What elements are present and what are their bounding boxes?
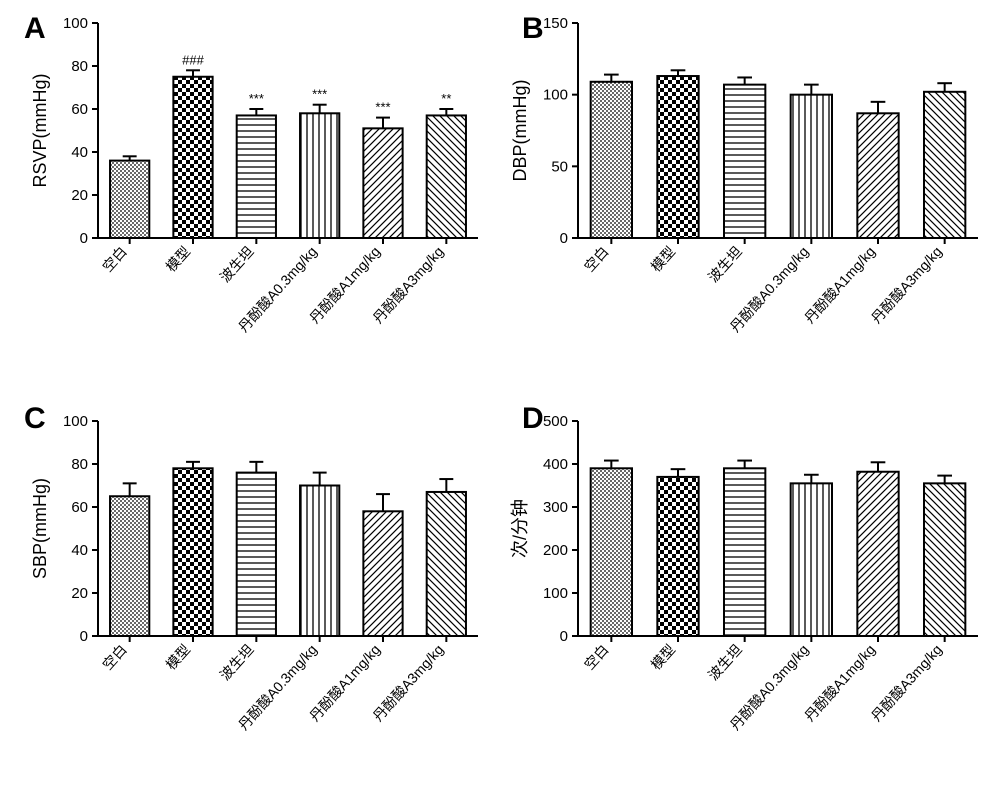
panel-label-A: A bbox=[24, 12, 46, 45]
bar bbox=[924, 92, 965, 238]
y-tick-label: 60 bbox=[71, 499, 88, 516]
panel-D: D0100200300400500次/分钟空白模型波生坦丹酚酸A0.3mg/kg… bbox=[508, 398, 988, 788]
significance-marker: *** bbox=[375, 100, 390, 115]
y-tick-label: 100 bbox=[543, 87, 568, 104]
y-tick-label: 100 bbox=[63, 15, 88, 32]
bar bbox=[427, 115, 466, 238]
bar bbox=[363, 128, 402, 238]
chart-D: D0100200300400500次/分钟空白模型波生坦丹酚酸A0.3mg/kg… bbox=[508, 398, 988, 788]
axes bbox=[98, 421, 478, 636]
x-tick-label: 空白 bbox=[99, 641, 130, 673]
bar bbox=[591, 468, 632, 636]
bar bbox=[657, 477, 698, 636]
y-tick-label: 80 bbox=[71, 58, 88, 75]
y-axis-label: 次/分钟 bbox=[510, 499, 530, 558]
y-tick-label: 0 bbox=[560, 230, 568, 247]
y-tick-label: 500 bbox=[543, 413, 568, 430]
bar bbox=[300, 486, 339, 637]
panel-B: B050100150DBP(mmHg)空白模型波生坦丹酚酸A0.3mg/kg丹酚… bbox=[508, 8, 988, 388]
bar bbox=[857, 472, 898, 636]
bar bbox=[110, 496, 149, 636]
y-tick-label: 20 bbox=[71, 585, 88, 602]
y-tick-label: 0 bbox=[560, 628, 568, 645]
panel-C: C020406080100SBP(mmHg)空白模型波生坦丹酚酸A0.3mg/k… bbox=[10, 398, 490, 788]
y-tick-label: 40 bbox=[71, 542, 88, 559]
y-tick-label: 50 bbox=[551, 158, 568, 175]
bar bbox=[657, 76, 698, 238]
chart-B: B050100150DBP(mmHg)空白模型波生坦丹酚酸A0.3mg/kg丹酚… bbox=[508, 8, 988, 388]
y-axis-label: SBP(mmHg) bbox=[30, 478, 50, 579]
chart-C: C020406080100SBP(mmHg)空白模型波生坦丹酚酸A0.3mg/k… bbox=[10, 398, 490, 788]
axes bbox=[98, 23, 478, 238]
y-axis-label: RSVP(mmHg) bbox=[30, 73, 50, 187]
y-axis-label: DBP(mmHg) bbox=[510, 80, 530, 182]
x-tick-label: 丹酚酸A3mg/kg bbox=[868, 641, 945, 724]
y-tick-label: 60 bbox=[71, 101, 88, 118]
x-tick-label: 丹酚酸A3mg/kg bbox=[868, 243, 945, 326]
y-tick-label: 300 bbox=[543, 499, 568, 516]
y-tick-label: 100 bbox=[63, 413, 88, 430]
panel-label-B: B bbox=[522, 12, 544, 45]
bar bbox=[173, 77, 212, 238]
bar bbox=[724, 468, 765, 636]
bar bbox=[363, 511, 402, 636]
bar bbox=[791, 95, 832, 238]
bar bbox=[591, 82, 632, 238]
x-tick-label: 丹酚酸A1mg/kg bbox=[801, 641, 878, 724]
y-tick-label: 400 bbox=[543, 456, 568, 473]
panel-label-C: C bbox=[24, 402, 46, 435]
x-tick-label: 波生坦 bbox=[217, 641, 257, 683]
significance-marker: *** bbox=[312, 87, 327, 102]
significance-marker: ** bbox=[441, 91, 451, 106]
y-tick-label: 100 bbox=[543, 585, 568, 602]
y-tick-label: 20 bbox=[71, 187, 88, 204]
y-tick-label: 80 bbox=[71, 456, 88, 473]
bar bbox=[173, 468, 212, 636]
panel-label-D: D bbox=[522, 402, 544, 435]
significance-marker: *** bbox=[249, 91, 264, 106]
bar bbox=[110, 161, 149, 238]
x-tick-label: 空白 bbox=[99, 243, 130, 275]
x-tick-label: 模型 bbox=[163, 641, 194, 673]
y-tick-label: 200 bbox=[543, 542, 568, 559]
bar bbox=[924, 483, 965, 636]
x-tick-label: 模型 bbox=[648, 243, 679, 275]
bar bbox=[791, 483, 832, 636]
x-tick-label: 空白 bbox=[581, 641, 612, 673]
bar bbox=[427, 492, 466, 636]
panel-A: A020406080100RSVP(mmHg)空白###模型***波生坦***丹… bbox=[10, 8, 490, 388]
bar bbox=[237, 115, 276, 238]
bar bbox=[237, 473, 276, 636]
y-tick-label: 0 bbox=[80, 230, 88, 247]
bar bbox=[857, 113, 898, 238]
significance-marker: ### bbox=[182, 52, 204, 67]
y-tick-label: 40 bbox=[71, 144, 88, 161]
bar bbox=[300, 113, 339, 238]
x-tick-label: 空白 bbox=[581, 243, 612, 275]
x-tick-label: 波生坦 bbox=[705, 641, 745, 683]
chart-A: A020406080100RSVP(mmHg)空白###模型***波生坦***丹… bbox=[10, 8, 490, 388]
x-tick-label: 模型 bbox=[163, 243, 194, 275]
x-tick-label: 模型 bbox=[648, 641, 679, 673]
axes bbox=[578, 421, 978, 636]
y-tick-label: 150 bbox=[543, 15, 568, 32]
x-tick-label: 丹酚酸A1mg/kg bbox=[801, 243, 878, 326]
bar bbox=[724, 85, 765, 238]
x-tick-label: 波生坦 bbox=[217, 243, 257, 285]
x-tick-label: 波生坦 bbox=[705, 243, 745, 285]
y-tick-label: 0 bbox=[80, 628, 88, 645]
axes bbox=[578, 23, 978, 238]
